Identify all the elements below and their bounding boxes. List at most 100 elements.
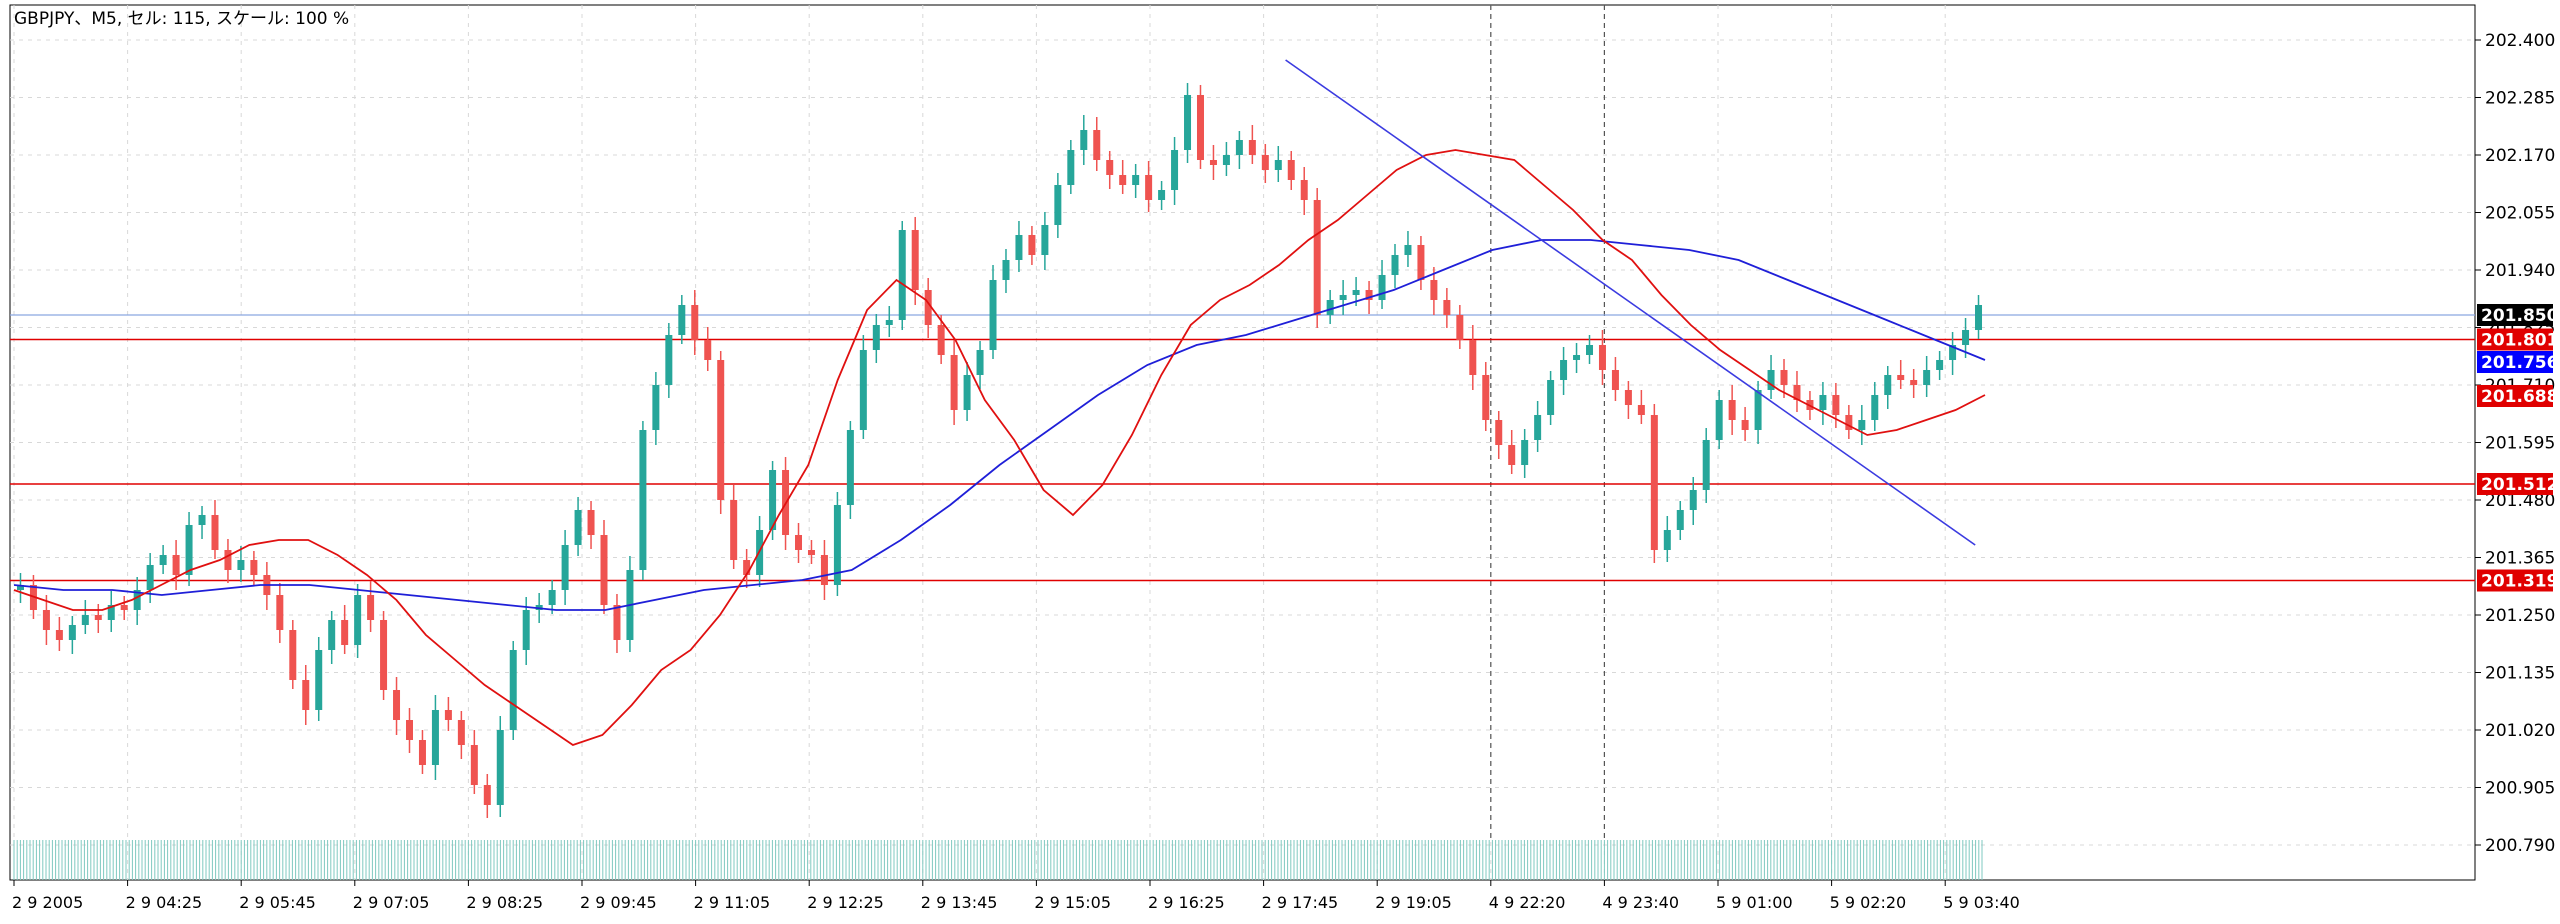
x-axis: 2 9 2005 2 9 04:25 2 9 05:45 2 9 07:05 2 9 0… (12, 880, 2020, 912)
candle-body (846, 430, 854, 505)
candle-body (1222, 155, 1230, 165)
candle-body (367, 595, 375, 620)
candle-body (94, 615, 102, 620)
candle-body (652, 385, 660, 430)
ma-fast-price-tag: 201.688 (2481, 387, 2558, 407)
candle-body (276, 595, 284, 630)
candle-body (1495, 420, 1503, 445)
bid-price-tag: 201.850 (2481, 306, 2559, 326)
candle-body (795, 535, 803, 550)
candle-body (133, 590, 141, 610)
candle-body (1884, 375, 1892, 395)
x-tick-label: 2 9 04:25 (126, 893, 203, 912)
x-tick-label: 5 9 02:20 (1830, 893, 1907, 912)
level-price-tag: 201.319 (2481, 572, 2558, 592)
candle-body (483, 785, 491, 805)
candle-body (1028, 235, 1036, 255)
candle-body (1456, 315, 1464, 340)
candle-body (68, 625, 76, 640)
candle-body (1923, 370, 1931, 385)
x-tick-label: 5 9 03:40 (1943, 893, 2020, 912)
candle-body (1041, 225, 1049, 255)
candle-body (1611, 370, 1619, 390)
x-tick-label: 2 9 15:05 (1034, 893, 1111, 912)
candle-body (1339, 295, 1347, 300)
candle-body (1858, 420, 1866, 430)
candle-body (172, 555, 180, 575)
candle-body (1261, 155, 1269, 170)
x-tick-label: 2 9 17:45 (1262, 893, 1339, 912)
candle-body (1910, 380, 1918, 385)
candle-body (1871, 395, 1879, 420)
candle-body (639, 430, 647, 570)
candle-body (16, 585, 24, 590)
candle-body (1741, 420, 1749, 430)
level-price-tag: 201.512 (2481, 475, 2558, 495)
y-tick-label: 202.285 (2485, 89, 2555, 109)
candle-body (1054, 185, 1062, 225)
candle-body (1404, 245, 1412, 255)
candle-body (1508, 445, 1516, 465)
candle-body (1067, 150, 1075, 185)
candle-body (898, 230, 906, 320)
candle-body (1637, 405, 1645, 415)
candle-body (1015, 235, 1023, 260)
candle-body (1573, 355, 1581, 360)
candle-body (1586, 345, 1594, 355)
candle-body (1962, 330, 1970, 345)
candle-body (1184, 95, 1192, 150)
candle-body (146, 565, 154, 590)
candle-body (237, 560, 245, 570)
candle-body (1430, 280, 1438, 300)
candle-body (405, 720, 413, 740)
level-price-tag-bg (2477, 473, 2553, 495)
candle-body (665, 335, 673, 385)
candle-body (1560, 360, 1568, 380)
y-tick-label: 200.905 (2485, 779, 2555, 799)
x-tick-label: 2 9 07:05 (353, 893, 430, 912)
candle-body (1093, 130, 1101, 160)
candle-body (1443, 300, 1451, 315)
x-tick-label: 2 9 16:25 (1148, 893, 1225, 912)
candle-body (55, 630, 63, 640)
candle-body (1547, 380, 1555, 415)
candle-body (1650, 415, 1658, 550)
candle-body (198, 515, 206, 525)
candle-body (1274, 160, 1282, 170)
candle-body (678, 305, 686, 335)
x-tick-label: 2 9 19:05 (1375, 893, 1452, 912)
moving-average-slow (13, 239, 1986, 611)
y-tick-label: 201.020 (2485, 721, 2555, 741)
candle-body (120, 605, 128, 610)
candle-body (1754, 390, 1762, 430)
candle-body (1196, 95, 1204, 160)
y-axis: 202.400 202.285 202.170 202.055 201.940 201.8… (2475, 31, 2555, 856)
candle-body (522, 610, 530, 650)
candle-body (587, 510, 595, 535)
candle-body (1949, 345, 1957, 360)
x-tick-label: 2 9 05:45 (239, 893, 316, 912)
candle-body (1287, 160, 1295, 180)
candle-body (211, 515, 219, 550)
candle-body (807, 550, 815, 555)
candle-body (393, 690, 401, 720)
chart-title: GBPJPY、M5, セル: 115, スケール: 100 % (14, 9, 350, 29)
candle-body (937, 325, 945, 355)
y-tick-label: 201.250 (2485, 606, 2555, 626)
candle-body (107, 605, 115, 620)
candle-body (380, 620, 388, 690)
candle-body (1819, 395, 1827, 410)
candle-body (315, 650, 323, 710)
candle-body (1624, 390, 1632, 405)
candle-body (444, 710, 452, 720)
candle-body (574, 510, 582, 545)
candle-body (989, 280, 997, 350)
candle-body (561, 545, 569, 590)
candle-body (341, 620, 349, 645)
candle-body (1235, 140, 1243, 155)
candle-body (1702, 440, 1710, 490)
candle-body (42, 610, 50, 630)
candle-body (950, 355, 958, 410)
